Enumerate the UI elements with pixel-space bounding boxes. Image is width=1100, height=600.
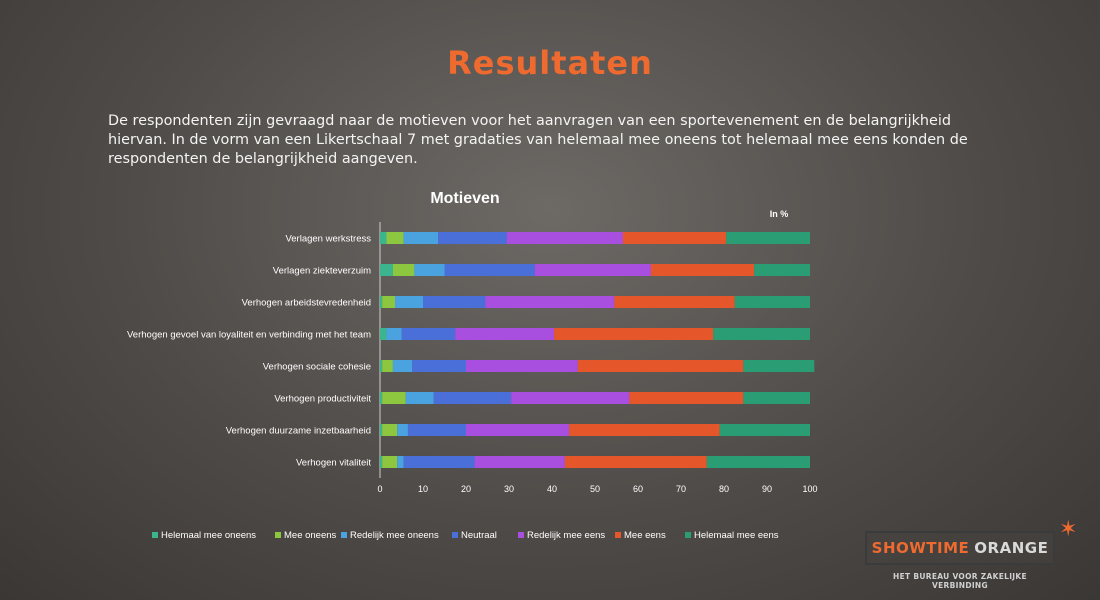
category-label: Verhogen arbeidstevredenheid: [242, 298, 371, 309]
legend-label: Helemaal mee oneens: [161, 530, 256, 541]
bar-segment: [386, 328, 402, 340]
legend-swatch: [452, 532, 458, 538]
category-label: Verhogen duurzame inzetbaarheid: [226, 426, 371, 437]
brand-logo: SHOWTIME ORANGE: [865, 531, 1055, 565]
bar-segment: [726, 232, 810, 244]
bar-segment: [455, 328, 555, 340]
bar-segment: [423, 296, 486, 308]
bar-segment: [380, 328, 387, 340]
legend-swatch: [518, 532, 524, 538]
chart-title: Motieven: [430, 190, 499, 207]
legend-label: Redelijk mee eens: [527, 530, 605, 541]
bar-segment: [629, 392, 744, 404]
legend-swatch: [275, 532, 281, 538]
bar-segment: [380, 264, 393, 276]
star-icon: ✶: [1059, 517, 1078, 542]
bar-segment: [395, 296, 423, 308]
unit-label: In %: [770, 209, 789, 219]
legend-swatch: [152, 532, 158, 538]
category-label: Verhogen vitaliteit: [296, 458, 371, 469]
brand-tagline: HET BUREAU VOOR ZAKELIJKE VERBINDING: [893, 572, 1027, 590]
x-tick-label: 70: [676, 484, 686, 494]
bar-segment: [386, 232, 404, 244]
bar-segment: [405, 392, 434, 404]
bar-segment: [569, 424, 720, 436]
x-tick-label: 50: [590, 484, 600, 494]
bar-segment: [382, 424, 398, 436]
bar-segment: [380, 296, 383, 308]
legend-swatch: [341, 532, 347, 538]
bar-segment: [407, 424, 466, 436]
bar-segment: [485, 296, 615, 308]
x-tick-label: 60: [633, 484, 643, 494]
bar-segment: [380, 424, 383, 436]
x-tick-label: 20: [461, 484, 471, 494]
bar-segment: [743, 392, 810, 404]
bar-segment: [622, 232, 727, 244]
x-tick-label: 30: [504, 484, 514, 494]
bar-segment: [466, 424, 570, 436]
bar-segment: [719, 424, 810, 436]
bar-segment: [403, 232, 439, 244]
bar-segment: [534, 264, 651, 276]
bar-segment: [382, 296, 396, 308]
bar-segment: [392, 360, 413, 372]
bar-segment: [650, 264, 755, 276]
brand-name-part1: SHOWTIME: [871, 539, 970, 557]
bar-segment: [706, 456, 810, 468]
bar-segment: [382, 392, 406, 404]
bar-segment: [401, 328, 456, 340]
bar-segment: [412, 360, 466, 372]
bar-segment: [380, 232, 387, 244]
x-tick-label: 90: [762, 484, 772, 494]
x-tick-label: 10: [418, 484, 428, 494]
bar-segment: [506, 232, 623, 244]
bar-segment: [380, 392, 383, 404]
bar-segment: [754, 264, 810, 276]
bar-segment: [382, 456, 398, 468]
legend-label: Redelijk mee oneens: [350, 530, 439, 541]
category-label: Verhogen productiviteit: [274, 394, 371, 405]
bar-segment: [474, 456, 565, 468]
bar-segment: [614, 296, 735, 308]
brand-name-part2: ORANGE: [974, 539, 1049, 557]
bar-segment: [397, 456, 404, 468]
category-label: Verlagen ziekteverzuim: [273, 266, 371, 277]
bar-segment: [734, 296, 810, 308]
legend-label: Mee oneens: [284, 530, 337, 541]
bar-segment: [397, 424, 408, 436]
bar-segment: [392, 264, 415, 276]
x-tick-label: 0: [377, 484, 382, 494]
bar-segment: [382, 360, 393, 372]
bar-segment: [444, 264, 535, 276]
bar-segment: [554, 328, 714, 340]
legend-label: Mee eens: [624, 530, 666, 541]
bar-segment: [380, 360, 383, 372]
category-label: Verlagen werkstress: [285, 234, 371, 245]
legend-swatch: [685, 532, 691, 538]
bar-segment: [414, 264, 445, 276]
intro-paragraph: De respondenten zijn gevraagd naar de mo…: [108, 113, 968, 167]
bar-segment: [511, 392, 630, 404]
page-title: Resultaten: [447, 44, 653, 82]
bar-segment: [577, 360, 744, 372]
legend-label: Helemaal mee eens: [694, 530, 779, 541]
x-tick-label: 80: [719, 484, 729, 494]
bar-segment: [713, 328, 810, 340]
bar-segment: [403, 456, 475, 468]
x-tick-label: 40: [547, 484, 557, 494]
category-label: Verhogen gevoel van loyaliteit en verbin…: [127, 330, 371, 341]
bar-segment: [380, 456, 383, 468]
bar-segment: [564, 456, 707, 468]
bar-segment: [743, 360, 815, 372]
bar-segment: [433, 392, 512, 404]
x-tick-label: 100: [802, 484, 817, 494]
category-label: Verhogen sociale cohesie: [263, 362, 371, 373]
legend-swatch: [615, 532, 621, 538]
bar-segment: [438, 232, 507, 244]
bar-segment: [466, 360, 578, 372]
legend-label: Neutraal: [461, 530, 497, 541]
